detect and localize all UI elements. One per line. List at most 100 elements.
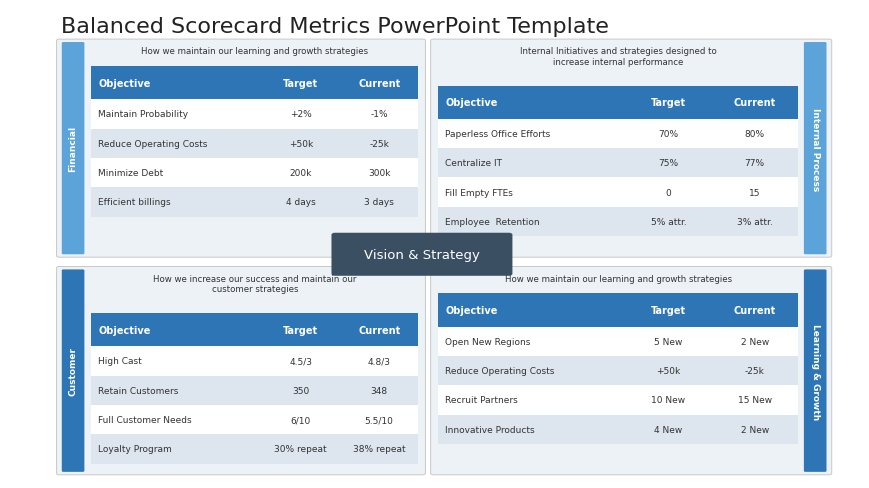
Text: 4 New: 4 New [653, 425, 682, 434]
Bar [711, 149, 797, 178]
Bar [711, 178, 797, 207]
Bar [91, 405, 262, 434]
Text: 2 New: 2 New [740, 337, 768, 346]
Bar [340, 159, 418, 188]
Text: Reduce Operating Costs: Reduce Operating Costs [445, 366, 554, 375]
Text: Vision & Strategy: Vision & Strategy [363, 248, 480, 261]
Bar [625, 356, 711, 386]
FancyBboxPatch shape [430, 40, 831, 258]
Text: 4 days: 4 days [286, 198, 315, 207]
Bar [91, 313, 262, 346]
Text: Target: Target [650, 305, 686, 315]
Text: 77%: 77% [744, 159, 764, 168]
FancyBboxPatch shape [62, 43, 84, 255]
Bar [711, 207, 797, 237]
Text: Customer: Customer [69, 346, 77, 395]
Text: 6/10: 6/10 [290, 415, 310, 424]
Bar [711, 356, 797, 386]
Text: Current: Current [733, 305, 775, 315]
Text: Open New Regions: Open New Regions [445, 337, 530, 346]
Text: Retain Customers: Retain Customers [98, 386, 178, 395]
Bar [438, 415, 625, 444]
Text: Objective: Objective [445, 305, 497, 315]
Text: 75%: 75% [658, 159, 678, 168]
Bar [711, 120, 797, 149]
Bar [711, 327, 797, 356]
Text: Target: Target [650, 98, 686, 108]
Bar [438, 327, 625, 356]
Bar [340, 405, 418, 434]
FancyBboxPatch shape [56, 267, 425, 475]
Bar [262, 405, 340, 434]
Text: Loyalty Program: Loyalty Program [98, 445, 172, 453]
Text: High Cast: High Cast [98, 357, 142, 366]
Text: 38% repeat: 38% repeat [353, 445, 405, 453]
Bar [91, 188, 262, 217]
Text: Current: Current [358, 325, 400, 335]
Text: Internal Process: Internal Process [810, 107, 819, 190]
Bar [711, 294, 797, 327]
Text: -25k: -25k [744, 366, 764, 375]
Bar [340, 67, 418, 100]
Text: Balanced Scorecard Metrics PowerPoint Template: Balanced Scorecard Metrics PowerPoint Te… [61, 17, 608, 37]
Text: 348: 348 [370, 386, 388, 395]
Text: 300k: 300k [368, 169, 390, 178]
FancyBboxPatch shape [331, 233, 512, 276]
Text: 2 New: 2 New [740, 425, 768, 434]
Bar [91, 100, 262, 129]
Bar [262, 376, 340, 405]
Text: Reduce Operating Costs: Reduce Operating Costs [98, 140, 208, 148]
Bar [438, 178, 625, 207]
FancyBboxPatch shape [430, 267, 831, 475]
Text: Target: Target [282, 79, 318, 88]
Text: How we maintain our learning and growth strategies: How we maintain our learning and growth … [141, 47, 368, 56]
Text: 4.8/3: 4.8/3 [368, 357, 390, 366]
Bar [91, 376, 262, 405]
Text: Objective: Objective [98, 325, 150, 335]
Bar [91, 129, 262, 159]
Text: -1%: -1% [370, 110, 388, 119]
Text: +50k: +50k [289, 140, 313, 148]
Text: 200k: 200k [289, 169, 311, 178]
Text: 350: 350 [292, 386, 309, 395]
Bar [340, 100, 418, 129]
Bar [340, 129, 418, 159]
Text: -25k: -25k [368, 140, 388, 148]
Bar [438, 149, 625, 178]
Text: Current: Current [358, 79, 400, 88]
Text: +2%: +2% [289, 110, 311, 119]
Bar [711, 386, 797, 415]
Bar [625, 415, 711, 444]
Bar [262, 346, 340, 376]
Text: 30% repeat: 30% repeat [274, 445, 327, 453]
FancyBboxPatch shape [803, 43, 826, 255]
Text: Minimize Debt: Minimize Debt [98, 169, 163, 178]
Bar [625, 386, 711, 415]
Bar [438, 386, 625, 415]
Bar [625, 294, 711, 327]
Text: 3 days: 3 days [364, 198, 394, 207]
Bar [625, 149, 711, 178]
Text: 80%: 80% [744, 130, 764, 139]
Text: Recruit Partners: Recruit Partners [445, 396, 518, 405]
Bar [438, 207, 625, 237]
Bar [262, 100, 340, 129]
Text: Learning & Growth: Learning & Growth [810, 323, 819, 419]
Bar [438, 294, 625, 327]
Bar [438, 120, 625, 149]
Text: 70%: 70% [658, 130, 678, 139]
Bar [91, 159, 262, 188]
Text: Full Customer Needs: Full Customer Needs [98, 415, 192, 424]
Bar [262, 313, 340, 346]
Bar [262, 67, 340, 100]
Text: 5.5/10: 5.5/10 [364, 415, 393, 424]
Bar [711, 415, 797, 444]
Text: 3% attr.: 3% attr. [736, 218, 772, 226]
Text: 4.5/3: 4.5/3 [289, 357, 312, 366]
Bar [262, 159, 340, 188]
Text: Internal Initiatives and strategies designed to
increase internal performance: Internal Initiatives and strategies desi… [519, 47, 716, 67]
Text: 5 New: 5 New [653, 337, 682, 346]
Text: Current: Current [733, 98, 775, 108]
Text: Employee  Retention: Employee Retention [445, 218, 540, 226]
Bar [438, 86, 625, 120]
